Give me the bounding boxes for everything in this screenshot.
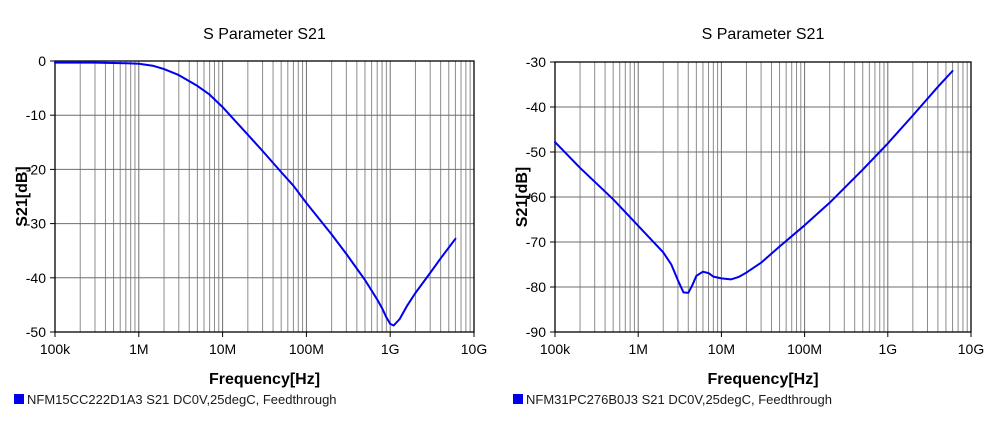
chart1-title: S Parameter S21 — [203, 26, 326, 43]
chart2-x-tick-label: 10M — [708, 341, 735, 357]
chart1-y-tick-label: -20 — [26, 161, 46, 177]
chart1-plot-area — [55, 61, 474, 332]
chart1-y-tick-label: -50 — [26, 324, 46, 340]
chart1-y-tick-label: -40 — [26, 270, 46, 286]
chart1-y-tick-label: 0 — [38, 53, 46, 69]
legend-right: NFM31PC276B0J3 S21 DC0V,25degC, Feedthro… — [513, 391, 832, 407]
chart2-x-axis-label: Frequency[Hz] — [707, 371, 818, 388]
chart2-x-tick-label: 1G — [878, 341, 897, 357]
chart2-y-tick-label: -40 — [526, 99, 546, 115]
chart1-y-axis-label: S21[dB] — [14, 166, 31, 226]
legend-label-right: NFM31PC276B0J3 S21 DC0V,25degC, Feedthro… — [526, 391, 832, 407]
chart1-x-tick-label: 100k — [40, 341, 71, 357]
chart2-x-tick-label: 100M — [787, 341, 822, 357]
chart1-grid — [55, 61, 474, 332]
chart2-y-tick-label: -60 — [526, 189, 546, 205]
chart1-y-tick-label: -10 — [26, 107, 46, 123]
chart2-y-tick-label: -50 — [526, 144, 546, 160]
chart2-y-tick-label: -70 — [526, 234, 546, 250]
chart1-y-tick-label: -30 — [26, 216, 46, 232]
chart2-x-tick-label: 1M — [628, 341, 647, 357]
chart1-x-tick-label: 1M — [129, 341, 148, 357]
chart2-series-line-1 — [554, 70, 954, 294]
chart2-y-axis-label: S21[dB] — [514, 167, 531, 227]
chart1-x-tick-label: 10G — [461, 341, 487, 357]
legend-left: NFM15CC222D1A3 S21 DC0V,25degC, Feedthro… — [14, 391, 337, 407]
chart-right: S Parameter S21 -30 -40 -50 -60 -70 -80 -90100k… — [514, 26, 984, 388]
legend-swatch-right — [513, 394, 523, 404]
chart2-y-tick-label: -90 — [526, 324, 546, 340]
chart2-x-tick-label: 10G — [958, 341, 984, 357]
chart1-series-line-1 — [54, 61, 457, 327]
legend-label-left: NFM15CC222D1A3 S21 DC0V,25degC, Feedthro… — [27, 391, 337, 407]
chart2-grid — [555, 62, 971, 332]
chart1-x-tick-label: 1G — [381, 341, 400, 357]
chart2-title: S Parameter S21 — [702, 26, 825, 43]
chart2-y-tick-label: -80 — [526, 279, 546, 295]
chart2-y-tick-label: -30 — [526, 54, 546, 70]
chart1-x-axis-label: Frequency[Hz] — [209, 371, 320, 388]
chart2-x-tick-label: 100k — [540, 341, 571, 357]
chart1-x-tick-label: 10M — [209, 341, 236, 357]
chart1-x-tick-label: 100M — [289, 341, 324, 357]
chart1-plot-frame — [54, 60, 475, 333]
legend-swatch-left — [14, 394, 24, 404]
